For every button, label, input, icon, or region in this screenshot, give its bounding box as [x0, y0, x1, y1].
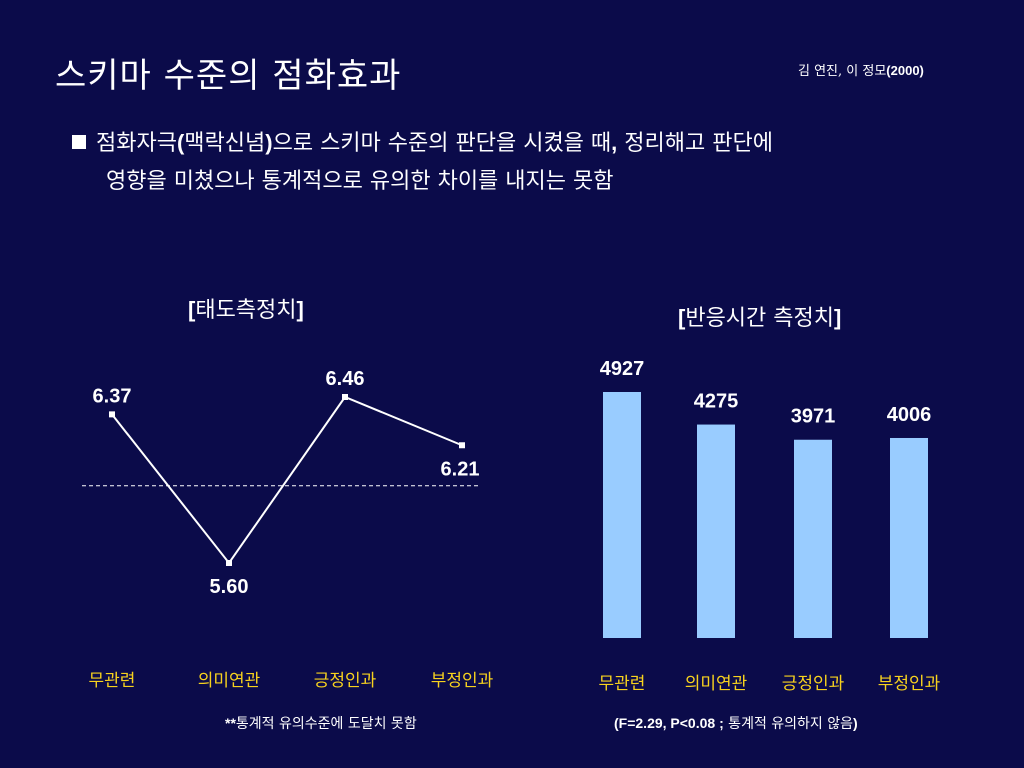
bracket: ]: [834, 305, 842, 330]
data-label: 4927: [600, 358, 645, 380]
citation: 김 연진, 이 정모(2000): [798, 60, 924, 79]
data-label: 5.60: [210, 576, 249, 598]
data-label: 6.37: [93, 385, 132, 407]
bullet-square-icon: [72, 135, 86, 149]
bar: [697, 424, 735, 638]
category-label: 긍정인과: [782, 674, 845, 694]
bar: [603, 392, 641, 638]
series-line: [111, 395, 463, 565]
bar-chart: 4927 무관련 4275 의미연관 3971 긍정인과 4006 부정인과: [599, 358, 941, 694]
data-label: 3971: [791, 406, 836, 428]
bullet-text: 점화자극(맥락신념)으로 스키마 수준의 판단을 시켰을 때, 정리해고 판단에…: [72, 124, 972, 201]
data-point: [226, 560, 232, 566]
bullet-paren: (: [176, 130, 185, 155]
left-chart-title-text: 태도측정치: [195, 298, 297, 323]
data-point: [342, 394, 348, 400]
category-label: 의미연관: [685, 674, 748, 694]
left-chart-note: **통계적 유의수준에 도달치 못함: [225, 713, 417, 733]
right-chart-title-text: 반응시간 측정치: [685, 306, 835, 331]
category-label: 무관련: [89, 671, 136, 691]
line-chart: 6.37 무관련 5.60 의미연관 6.46 긍정인과 6.21 부정인과: [82, 368, 494, 691]
note-stars: **: [225, 715, 236, 731]
data-label: 6.21: [441, 458, 480, 480]
category-label: 부정인과: [878, 674, 941, 694]
bullet-comma: ,: [611, 130, 618, 155]
data-point: [459, 442, 465, 449]
note-paren: ): [853, 715, 858, 731]
left-chart-title: [태도측정치]: [188, 292, 304, 324]
bullet-line-2: 영향을 미쳤으나 통계적으로 유의한 차이를 내지는 못함: [106, 169, 614, 194]
bar: [890, 437, 928, 638]
bracket: [: [678, 305, 686, 330]
note-stats: (F=2.29, P<0.08 ;: [614, 715, 724, 731]
bracket: [: [188, 297, 196, 322]
note-text: 통계적 유의수준에 도달치 못함: [235, 716, 417, 732]
bullet-part: 정리해고 판단에: [617, 131, 773, 156]
slide-title: 스키마 수준의 점화효과: [55, 56, 402, 96]
data-point: [109, 411, 115, 418]
bullet-part: 맥락신념: [184, 131, 266, 156]
bracket: ]: [296, 297, 304, 322]
category-label: 의미연관: [198, 671, 261, 691]
bullet-part: 점화자극: [96, 131, 177, 156]
note-text: 통계적 유의하지 않음: [723, 716, 854, 732]
citation-year: (2000): [886, 63, 924, 78]
bar: [794, 439, 832, 638]
bullet-line-1: 점화자극(맥락신념)으로 스키마 수준의 판단을 시켰을 때, 정리해고 판단에: [72, 124, 972, 163]
category-label: 부정인과: [431, 671, 494, 691]
bullet-paren: ): [265, 130, 273, 155]
category-label: 무관련: [599, 674, 646, 694]
right-chart-note: (F=2.29, P<0.08 ; 통계적 유의하지 않음): [614, 713, 858, 733]
citation-names: 김 연진, 이 정모: [798, 64, 887, 79]
right-chart-title: [반응시간 측정치]: [678, 300, 841, 332]
data-label: 4006: [887, 404, 932, 426]
data-label: 4275: [694, 391, 739, 413]
data-label: 6.46: [326, 368, 365, 390]
category-label: 긍정인과: [314, 671, 377, 691]
bullet-part: 으로 스키마 수준의 판단을 시켰을 때: [272, 131, 612, 156]
